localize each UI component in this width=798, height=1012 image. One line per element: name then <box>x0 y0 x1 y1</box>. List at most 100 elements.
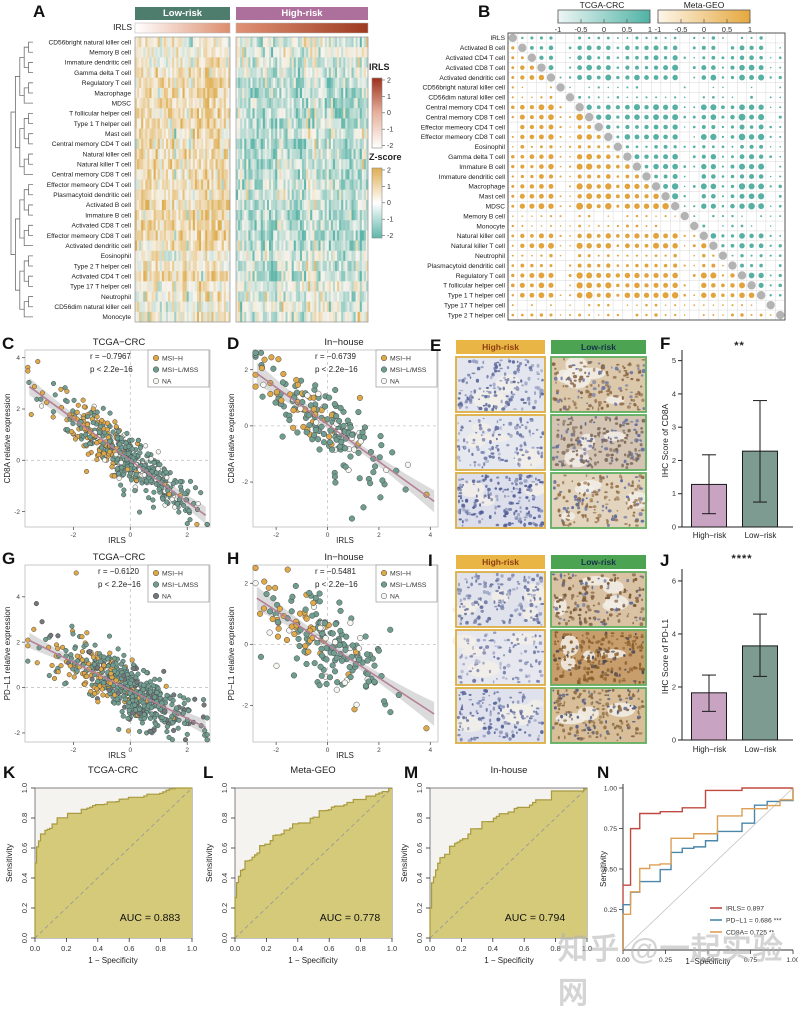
ihc-image <box>551 688 646 743</box>
roc-y-tick: 0.6 <box>415 843 424 853</box>
heatmap-row-label: Type 2 T helper cell <box>74 263 132 270</box>
irls-legend-tick: -1 <box>387 127 393 134</box>
panel-l-xlabel: 1 − Specificity <box>263 956 363 965</box>
bubble-row-label: Mast cell <box>479 194 506 201</box>
heatmap-row-label: Immature dendritic cell <box>65 60 132 67</box>
ihc-image <box>551 630 646 685</box>
bubble-row-label: Type 2 T helper cell <box>448 312 506 319</box>
roc-y-tick: 0.2 <box>20 903 29 913</box>
roc-x-tick: 0.8 <box>355 944 365 953</box>
roc-x-tick: 0.2 <box>61 944 71 953</box>
bar-y-tick: 4 <box>672 629 676 638</box>
legend-item-label: MSI−L/MSS <box>162 367 199 374</box>
legend-item-label: NA <box>390 593 400 600</box>
bubble-row-label: IRLS <box>490 35 505 42</box>
ihc-image <box>452 572 545 627</box>
ihc-image <box>456 688 545 743</box>
panel-h-title: In−house <box>285 552 403 563</box>
heatmap-row-label: Activated CD8 T cell <box>72 223 132 230</box>
heatmap-row-label: Natural killer T cell <box>77 162 132 169</box>
irls-legend-tick: 0 <box>387 110 391 117</box>
watermark: 知乎 @一起实验网 <box>558 924 798 1012</box>
heatmap-row-label: MDSC <box>112 100 132 107</box>
roc-y-tick: 0.0 <box>20 933 29 943</box>
panel-g-xlabel: IRLS <box>87 751 147 760</box>
x-tick-label: -2 <box>70 532 76 539</box>
zscore-legend-tick: 0 <box>387 200 391 207</box>
legend-item-label: MSI−H <box>390 570 411 577</box>
roc-y-tick: 0.8 <box>415 813 424 823</box>
panel-j-significance: **** <box>712 553 772 565</box>
bubble-row-label: Gamma delta T cell <box>448 154 505 161</box>
zscore-legend-tick: -1 <box>387 217 393 224</box>
irls-annotation-label: IRLS <box>95 22 132 32</box>
bubble-row-label: Monocyte <box>476 223 505 230</box>
roc-x-tick: 0.2 <box>261 944 271 953</box>
bubble-row-label: Effector memeory CD8 T cell <box>421 134 506 141</box>
bar-y-tick: 6 <box>672 576 676 585</box>
legend-item-label: MSI−L/MSS <box>390 367 427 374</box>
bubble-row-label: Central memory CD8 T cell <box>426 114 506 121</box>
panel-d-label: D <box>227 334 239 354</box>
panel-e-label: E <box>430 336 441 356</box>
panel-m-xlabel: 1 − Specificity <box>459 956 559 965</box>
ihc-image <box>456 473 545 528</box>
roc-y-tick: 0.2 <box>415 903 424 913</box>
bubble-row-label: MDSC <box>486 203 506 210</box>
heatmap-row-label: Mast cell <box>105 131 132 138</box>
colorbar-title-tcga: TCGA-CRC <box>556 0 648 10</box>
roc-y-tick: 1.0 <box>415 783 424 793</box>
bar-y-tick: 0 <box>672 523 676 532</box>
roc-y-tick: 0.2 <box>220 903 229 913</box>
panel-f-label: F <box>660 334 670 354</box>
irls-legend-tick: 2 <box>387 77 391 84</box>
panel-f-category-low: Low−risk <box>738 531 783 540</box>
roc-x-tick: 0.2 <box>456 944 466 953</box>
legend-item-label: NA <box>162 378 172 385</box>
heatmap-row-label: Memory B cell <box>89 50 131 57</box>
zscore-legend-title: Z-score <box>369 152 402 162</box>
ihc-panel-e <box>456 356 649 528</box>
roc-n-y-tick: 0.75 <box>604 826 617 833</box>
bubble-row-label: Effector memeory CD4 T cell <box>421 124 506 131</box>
panel-k-label: K <box>3 763 15 783</box>
panel-c-r-value: r = −0.7967 <box>90 352 131 361</box>
y-axis-label: CD8A relative expression <box>227 394 236 484</box>
bubble-row-label: Immature B cell <box>459 164 505 171</box>
bubble-row-label: T follicular helper cell <box>443 283 505 290</box>
panel-j-label: J <box>660 551 669 571</box>
legend-item-label: MSI−H <box>162 570 183 577</box>
roc-n-y-tick: 0.25 <box>604 907 617 914</box>
roc-y-tick: 0.0 <box>220 933 229 943</box>
colorbar-title-metageo: Meta-GEO <box>658 0 750 10</box>
bar-y-axis-label: IHC Score of PD-L1 <box>660 619 670 694</box>
roc-y-tick: 0.8 <box>20 813 29 823</box>
bubble-row-label: Type 1 T helper cell <box>448 293 506 300</box>
panel-h-r-value: r = −0.5481 <box>315 567 356 576</box>
panel-g-label: G <box>2 549 15 569</box>
heatmap-row-label: Plasmacytoid dendritic cell <box>53 192 131 199</box>
ihc-image <box>551 356 646 412</box>
panel-g-r-value: r = −0.6120 <box>98 567 139 576</box>
roc-y-tick: 1.0 <box>20 783 29 793</box>
bar-y-tick: 1 <box>672 489 676 498</box>
zscore-legend-tick: 1 <box>387 184 391 191</box>
roc-y-tick: 0.4 <box>220 873 229 883</box>
bubble-row-label: Plasmacytoid dendritic cell <box>427 263 505 270</box>
roc-y-axis-label: Sensitivity <box>4 843 14 882</box>
panel-m-label: M <box>404 763 418 783</box>
roc-panel-k: 0.00.00.20.20.40.40.60.60.80.81.01.0Sens… <box>4 783 197 953</box>
panel-g-title: TCGA−CRC <box>60 552 178 563</box>
y-tick-label: 2 <box>244 581 248 588</box>
legend-item-label: MSI−H <box>162 355 183 362</box>
figure-page: { "watermark": {"text": "知乎 @一起实验网"}, "c… <box>0 0 798 978</box>
panel-k-xlabel: 1 − Specificity <box>63 956 163 965</box>
roc-x-tick: 0.6 <box>124 944 134 953</box>
roc-x-tick: 1.0 <box>187 944 197 953</box>
bar-y-tick: 5 <box>672 356 676 365</box>
bubble-row-label: Activated CD8 T cell <box>446 65 506 72</box>
roc-y-tick: 0.6 <box>220 843 229 853</box>
